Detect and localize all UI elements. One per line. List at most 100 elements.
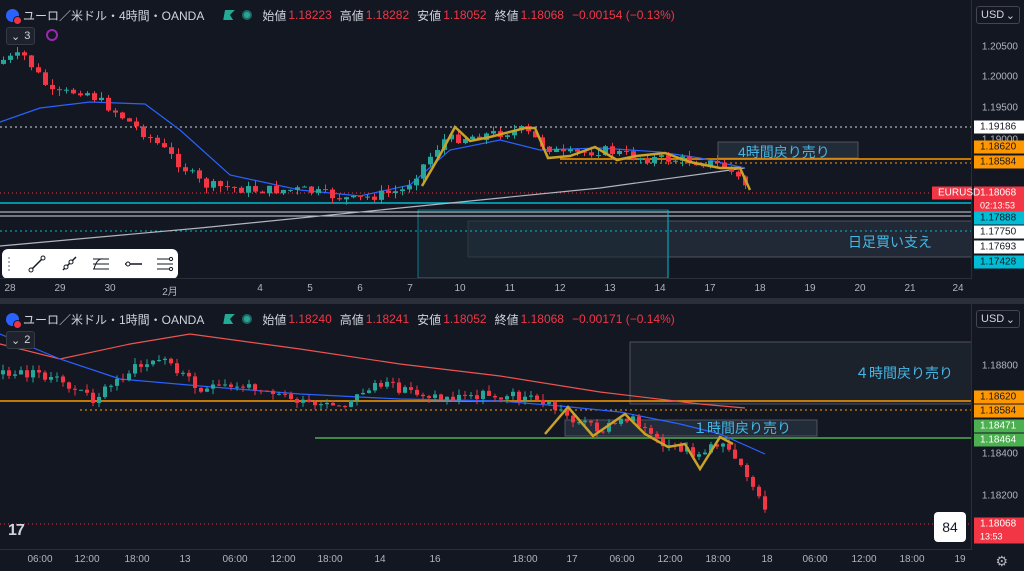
top-candle xyxy=(561,148,566,152)
drag-handle[interactable] xyxy=(8,257,14,271)
bottom-candle xyxy=(601,431,605,433)
top-candle xyxy=(106,97,111,111)
bottom-candle xyxy=(751,477,755,487)
top-candle xyxy=(148,137,153,139)
bottom-candle xyxy=(373,382,377,391)
currency-selector[interactable]: USD ⌄ xyxy=(976,310,1020,328)
top-candle xyxy=(456,134,461,144)
time-tick: 13 xyxy=(179,554,191,565)
currency-label: USD xyxy=(981,313,1005,325)
bottom-candle xyxy=(91,392,95,403)
candlestick-plot-1h[interactable] xyxy=(0,304,972,549)
indicator-toggle[interactable]: ⌄ 2 xyxy=(6,331,36,349)
currency-selector[interactable]: USD ⌄ xyxy=(976,6,1020,24)
tradingview-logo-icon[interactable]: 17 xyxy=(8,522,25,539)
open-value: 1.18223 xyxy=(288,8,332,22)
bottom-candle xyxy=(319,404,323,406)
zone-4h-sell xyxy=(629,341,972,405)
indicator-count: 3 xyxy=(24,30,31,42)
bottom-candle xyxy=(313,401,317,406)
bottom-candle xyxy=(1,370,5,375)
top-candle xyxy=(407,185,412,190)
ray-icon[interactable] xyxy=(56,251,82,277)
bottom-candle xyxy=(553,402,557,410)
wave-pattern-line xyxy=(420,124,752,191)
parallel-lines-icon[interactable] xyxy=(152,251,178,277)
top-candle xyxy=(470,136,475,140)
chart-pane-1h[interactable]: ユーロ／米ドル・1時間・OANDA 始値 1.18240 高値 1.18241 安値… xyxy=(0,304,1024,571)
chevron-down-icon: ⌄ xyxy=(11,30,21,43)
indicator-count: 2 xyxy=(24,334,31,346)
flag-icon[interactable] xyxy=(223,10,235,20)
price-label: 1.18620 xyxy=(974,390,1024,404)
bottom-candle xyxy=(61,376,65,383)
top-candle xyxy=(288,189,293,191)
horizontal-ray-icon[interactable] xyxy=(120,251,146,277)
price-label: 1.17750 xyxy=(974,225,1024,239)
high-label: 高値 xyxy=(339,312,364,327)
flag-icon[interactable] xyxy=(223,314,235,324)
bottom-candle xyxy=(445,396,449,400)
bottom-candle xyxy=(79,389,83,391)
bottom-candle xyxy=(463,394,467,396)
top-candle xyxy=(358,195,363,197)
top-candle xyxy=(512,130,517,136)
chart-pane-4h[interactable]: ユーロ／米ドル・4時間・OANDA 始値 1.18223 高値 1.18282 安値… xyxy=(0,0,1024,298)
top-candle xyxy=(169,147,174,154)
symbol-title[interactable]: ユーロ／米ドル・4時間・OANDA xyxy=(23,8,205,23)
candlestick-plot-4h[interactable] xyxy=(0,0,972,278)
bottom-candle xyxy=(505,396,509,400)
gear-icon[interactable]: ⚙ xyxy=(995,553,1008,569)
price-axis-4h[interactable]: USD⌄ 1.20500 1.20000 1.19500 1.190001.19186… xyxy=(971,0,1024,278)
time-tick: 17 xyxy=(566,554,578,565)
time-tick: 06:00 xyxy=(609,554,635,565)
time-axis-4h[interactable]: 28 29 30 2月 4 5 6 7 10 11 12 13 14 17 18 19 20 21 24 xyxy=(0,278,972,299)
bottom-candle xyxy=(229,384,233,387)
time-tick: 29 xyxy=(54,283,66,294)
top-candle xyxy=(540,137,545,147)
fib-icon[interactable] xyxy=(88,251,114,277)
top-candle xyxy=(323,189,328,191)
top-candle xyxy=(435,150,440,157)
bottom-candle xyxy=(577,422,581,424)
eurusd-logo-icon xyxy=(6,8,22,25)
top-candle xyxy=(127,118,132,122)
price-label: EURUSD xyxy=(932,186,980,200)
price-tick: 1.18400 xyxy=(981,448,1018,460)
top-candle xyxy=(582,151,587,153)
change-value: −0.00154 (−0.13%) xyxy=(571,8,675,22)
top-candle xyxy=(652,156,657,163)
trend-line-icon[interactable] xyxy=(24,251,50,277)
bottom-candle xyxy=(607,422,611,432)
bottom-candle xyxy=(43,372,47,380)
top-candle xyxy=(92,93,97,101)
indicator-toggle[interactable]: ⌄ 3 xyxy=(6,27,36,45)
time-tick: 12:00 xyxy=(657,554,683,565)
top-candle xyxy=(400,189,405,192)
countdown-badge[interactable]: 84 xyxy=(934,512,966,542)
symbol-title[interactable]: ユーロ／米ドル・1時間・OANDA xyxy=(23,312,205,327)
time-tick: 7 xyxy=(407,283,413,294)
pane-separator[interactable] xyxy=(0,298,1024,304)
low-label: 安値 xyxy=(417,8,442,23)
bottom-candle xyxy=(349,400,353,407)
time-axis-1h[interactable]: 06:00 12:00 18:00 13 06:00 12:00 18:00 14 16 18:0… xyxy=(0,549,972,570)
bottom-candle xyxy=(283,393,287,395)
top-candle xyxy=(575,149,580,152)
top-candle xyxy=(50,84,55,90)
time-tick: 18 xyxy=(761,554,773,565)
bottom-candle xyxy=(13,374,17,376)
bottom-candle xyxy=(97,396,101,403)
top-candle xyxy=(659,155,664,157)
bottom-candle xyxy=(679,445,683,452)
price-axis-1h[interactable]: USD ⌄ 1.18800 1.18400 1.18200 1.18620 1.18584… xyxy=(971,304,1024,549)
time-tick: 12:00 xyxy=(851,554,877,565)
top-candle xyxy=(631,151,636,159)
bottom-candle xyxy=(547,402,551,404)
top-candle xyxy=(596,155,601,157)
bottom-candle xyxy=(115,378,119,386)
time-tick: 18:00 xyxy=(124,554,150,565)
close-label: 終値 xyxy=(494,312,519,327)
bottom-candle xyxy=(271,390,275,395)
top-candle xyxy=(204,178,209,188)
